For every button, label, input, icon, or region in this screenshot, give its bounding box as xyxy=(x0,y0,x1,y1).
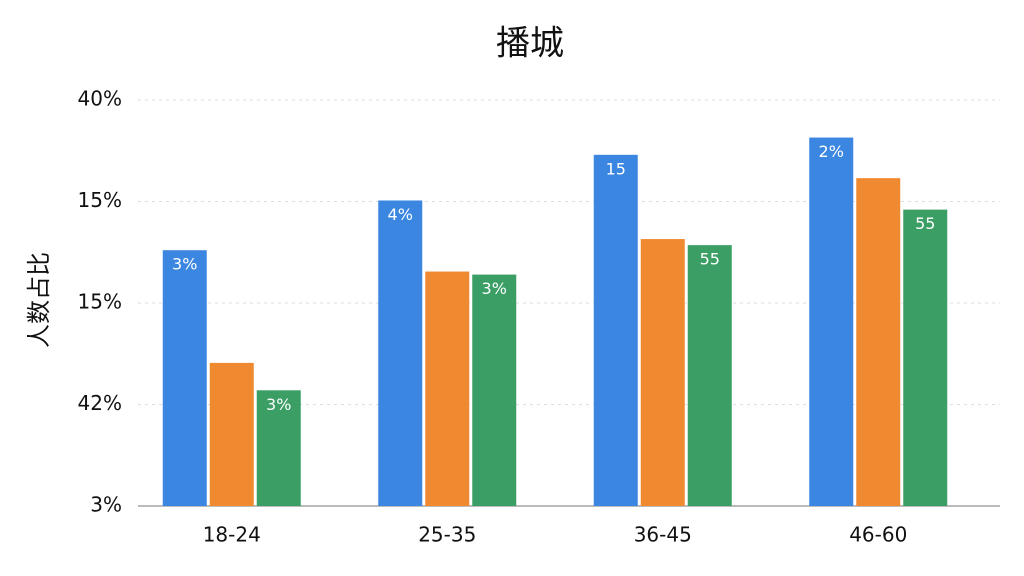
value-label: 4% xyxy=(388,205,413,224)
x-tick-label: 36-45 xyxy=(634,523,692,547)
bar xyxy=(162,250,207,506)
bar xyxy=(593,154,638,506)
bar xyxy=(809,137,854,506)
bar xyxy=(425,271,470,506)
chart-title: 播城 xyxy=(496,24,564,64)
bar xyxy=(209,362,254,506)
bar xyxy=(903,209,948,506)
bar xyxy=(256,390,301,506)
value-label: 55 xyxy=(915,214,935,233)
bar xyxy=(472,274,517,506)
value-label: 3% xyxy=(266,395,291,414)
y-tick-label: 15% xyxy=(78,290,122,314)
y-tick-label: 15% xyxy=(78,188,122,212)
value-label: 2% xyxy=(819,142,844,161)
value-label: 55 xyxy=(700,250,720,269)
value-label: 3% xyxy=(172,255,197,274)
y-axis-label: 人数占比 xyxy=(25,252,53,348)
y-tick-label: 3% xyxy=(90,493,122,517)
bar xyxy=(856,178,901,506)
bar xyxy=(640,239,685,506)
value-label: 15 xyxy=(606,159,626,178)
x-tick-label: 25-35 xyxy=(418,523,476,547)
x-tick-label: 46-60 xyxy=(849,523,907,547)
x-tick-label: 18-24 xyxy=(203,523,261,547)
y-tick-label: 42% xyxy=(78,391,122,415)
bar xyxy=(687,245,732,506)
value-label: 3% xyxy=(482,279,507,298)
bar xyxy=(378,200,423,507)
y-tick-label: 40% xyxy=(78,87,122,111)
